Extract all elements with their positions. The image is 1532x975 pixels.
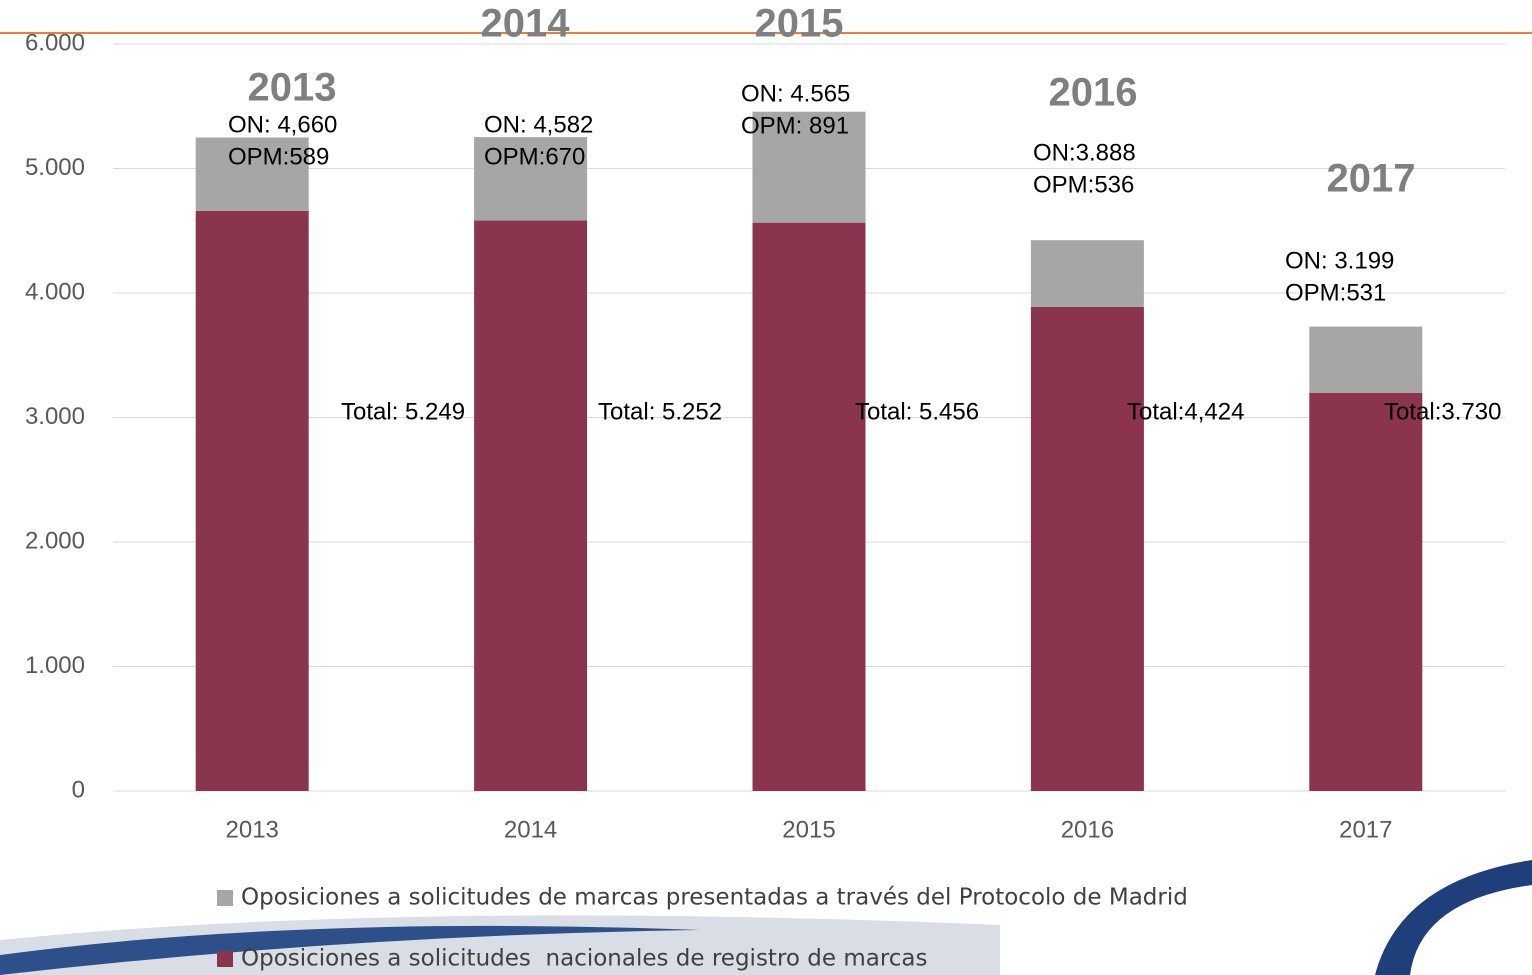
bar-segment — [474, 137, 588, 221]
annotation: ON: 4,660 — [228, 111, 337, 138]
annotation: ON:3.888 — [1033, 139, 1136, 166]
annotation: Total: 5.456 — [855, 398, 979, 425]
annotation: ON: 4,582 — [484, 111, 593, 138]
x-tick-label: 2014 — [504, 816, 557, 843]
legend-swatch — [217, 951, 233, 967]
x-tick-label: 2017 — [1339, 816, 1392, 843]
y-tick-label: 2.000 — [25, 527, 85, 554]
annotation: ON: 4.565 — [741, 80, 850, 107]
bar-segment — [752, 111, 866, 223]
legend-label: Oposiciones a solicitudes de marcas pres… — [241, 885, 1188, 911]
annotation: ON: 3.199 — [1285, 247, 1394, 274]
year-annotation: 2016 — [1049, 71, 1138, 115]
bar-segment — [752, 222, 866, 792]
logo-arc — [1375, 860, 1532, 975]
year-annotation: 2014 — [481, 2, 571, 46]
annotation: Total:3.730 — [1384, 398, 1501, 425]
y-tick-label: 5.000 — [25, 154, 85, 181]
x-tick-label: 2015 — [782, 816, 835, 843]
annotation: Total: 5.249 — [341, 398, 465, 425]
year-annotation: 2017 — [1327, 157, 1416, 201]
annotation: OPM:531 — [1285, 279, 1386, 306]
bar-segment — [1309, 326, 1423, 393]
annotation: OPM:589 — [228, 143, 329, 170]
y-tick-label: 0 — [72, 776, 85, 803]
annotation: Total:4,424 — [1127, 398, 1244, 425]
x-tick-label: 2016 — [1061, 816, 1114, 843]
bar-segment — [1030, 306, 1144, 791]
annotation: Total: 5.252 — [598, 398, 722, 425]
decoration — [0, 860, 1532, 975]
y-tick-label: 1.000 — [25, 652, 85, 679]
annotation: OPM:536 — [1033, 171, 1134, 198]
year-annotation: 2015 — [755, 2, 844, 46]
bar-segment — [474, 220, 588, 791]
y-tick-label: 3.000 — [25, 403, 85, 430]
swoosh — [0, 915, 1000, 975]
bar-segment — [195, 210, 309, 791]
legend-label: Oposiciones a solicitudes nacionales de … — [241, 946, 928, 972]
bar-segment — [1309, 392, 1423, 791]
annotation: OPM: 891 — [741, 112, 849, 139]
bar-segment — [1030, 240, 1144, 307]
legend-swatch — [217, 890, 233, 906]
swoosh — [0, 925, 700, 975]
bar-segment — [195, 137, 309, 211]
x-tick-label: 2013 — [226, 816, 279, 843]
year-annotation: 2013 — [248, 66, 337, 110]
annotation: OPM:670 — [484, 143, 585, 170]
y-tick-label: 4.000 — [25, 278, 85, 305]
